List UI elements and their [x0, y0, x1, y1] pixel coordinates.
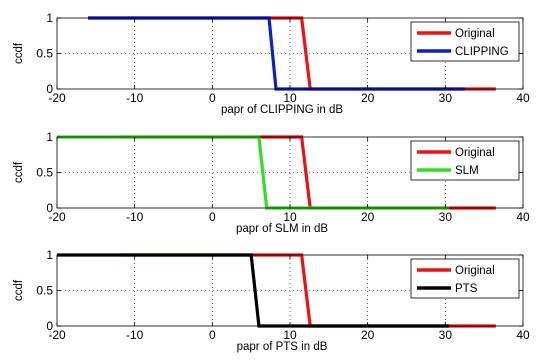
x-tick-label: -10 [126, 328, 144, 342]
x-axis-label: papr of SLM in dB [236, 223, 328, 235]
x-tick-label: 0 [209, 328, 216, 342]
y-tick-label: 0 [46, 201, 53, 215]
x-tick-label: 40 [516, 210, 530, 224]
y-tick-label: 1 [46, 130, 53, 144]
y-tick-label: 0.5 [36, 166, 53, 180]
x-tick-label: 0 [209, 210, 216, 224]
x-tick-label: 20 [361, 328, 375, 342]
x-tick-label: -20 [48, 91, 66, 105]
y-tick-label: 0.5 [36, 47, 53, 61]
x-tick-label: 30 [439, 210, 453, 224]
legend-label-clipping: CLIPPING [455, 46, 509, 58]
y-axis-label: ccdf [13, 161, 25, 183]
x-tick-label: -20 [48, 328, 66, 342]
x-tick-label: -20 [48, 210, 66, 224]
legend-label-slm: SLM [455, 165, 479, 177]
x-tick-label: 10 [283, 91, 297, 105]
y-tick-label: 1 [46, 11, 53, 25]
x-tick-label: -10 [126, 91, 144, 105]
y-tick-label: 1 [46, 248, 53, 262]
chart-panel-1: -20 -10 0 10 20 30 40 0 0.5 1 papr of CLIPPING in … [13, 11, 530, 116]
x-axis-label: papr of CLIPPING in dB [221, 104, 343, 116]
x-tick-label: 40 [516, 328, 530, 342]
y-tick-label: 0.5 [36, 284, 53, 298]
chart-panel-2: -20 -10 0 10 20 30 40 0 0.5 1 papr of SLM in dB ccd… [13, 130, 530, 235]
x-tick-label: 0 [209, 91, 216, 105]
legend-label-original: Original [455, 265, 495, 277]
legend-label-pts: PTS [455, 283, 478, 295]
y-tick-label: 0 [46, 319, 53, 333]
chart-panel-3: -20 -10 0 10 20 30 40 0 0.5 1 papr of PTS in dB ccd… [13, 248, 530, 353]
y-axis-label: ccdf [13, 279, 25, 301]
legend-box [410, 21, 520, 62]
x-tick-label: 20 [361, 91, 375, 105]
y-tick-label: 0 [46, 82, 53, 96]
x-axis-label: papr of PTS in dB [237, 341, 328, 353]
x-tick-label: 30 [439, 328, 453, 342]
x-tick-label: 20 [361, 210, 375, 224]
x-tick-label: 40 [516, 91, 530, 105]
x-tick-label: -10 [126, 210, 144, 224]
legend-box [410, 258, 520, 299]
y-axis-label: ccdf [13, 42, 25, 64]
legend-box [410, 140, 520, 181]
x-tick-label: 10 [283, 210, 297, 224]
legend-label-original: Original [455, 147, 495, 159]
x-tick-label: 10 [283, 328, 297, 342]
legend-label-original: Original [455, 28, 495, 40]
x-tick-label: 30 [439, 91, 453, 105]
